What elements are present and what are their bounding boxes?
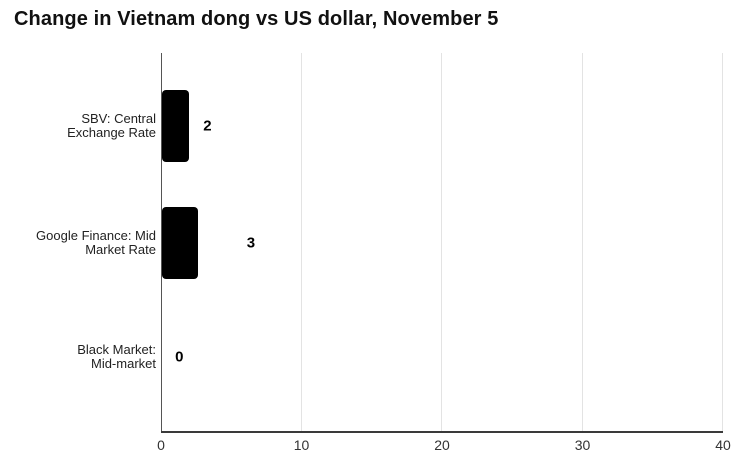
value-label-3: 0	[175, 348, 184, 366]
y-axis-line	[161, 53, 162, 431]
category-label-line: Mid-market	[90, 356, 156, 371]
category-label-2: Google Finance: Mid Market Rate	[0, 229, 156, 257]
plot-area: 2 3 0	[161, 53, 723, 433]
chart-title: Change in Vietnam dong vs US dollar, Nov…	[14, 8, 499, 30]
value-label-1: 2	[203, 117, 212, 135]
category-label-line: Google Finance: Mid	[36, 228, 156, 243]
x-tick-label-10: 10	[293, 437, 310, 453]
x-axis-tick-labels: 0 10 20 30 40	[0, 437, 736, 455]
bar-2	[162, 207, 198, 279]
gridline-x-10	[300, 53, 302, 431]
value-label-2: 3	[246, 234, 256, 252]
bar-1	[162, 90, 190, 162]
category-label-1: SBV: Central Exchange Rate	[0, 112, 156, 140]
category-axis-labels: SBV: Central Exchange Rate Google Finance:…	[0, 53, 156, 431]
category-label-line: Market Rate	[85, 242, 156, 257]
category-label-line: Exchange Rate	[67, 125, 156, 140]
x-tick-label-40: 40	[715, 437, 731, 453]
gridline-x-30	[581, 53, 583, 431]
gridline-x-40	[722, 53, 723, 431]
gridline-x-20	[441, 53, 442, 431]
x-tick-label-0: 0	[157, 437, 165, 453]
category-label-3: Black Market: Mid-market	[0, 343, 156, 371]
category-label-line: Black Market:	[77, 342, 156, 357]
x-tick-label-30: 30	[574, 437, 591, 453]
category-label-line: SBV: Central	[81, 111, 156, 126]
x-tick-label-20: 20	[434, 437, 450, 453]
